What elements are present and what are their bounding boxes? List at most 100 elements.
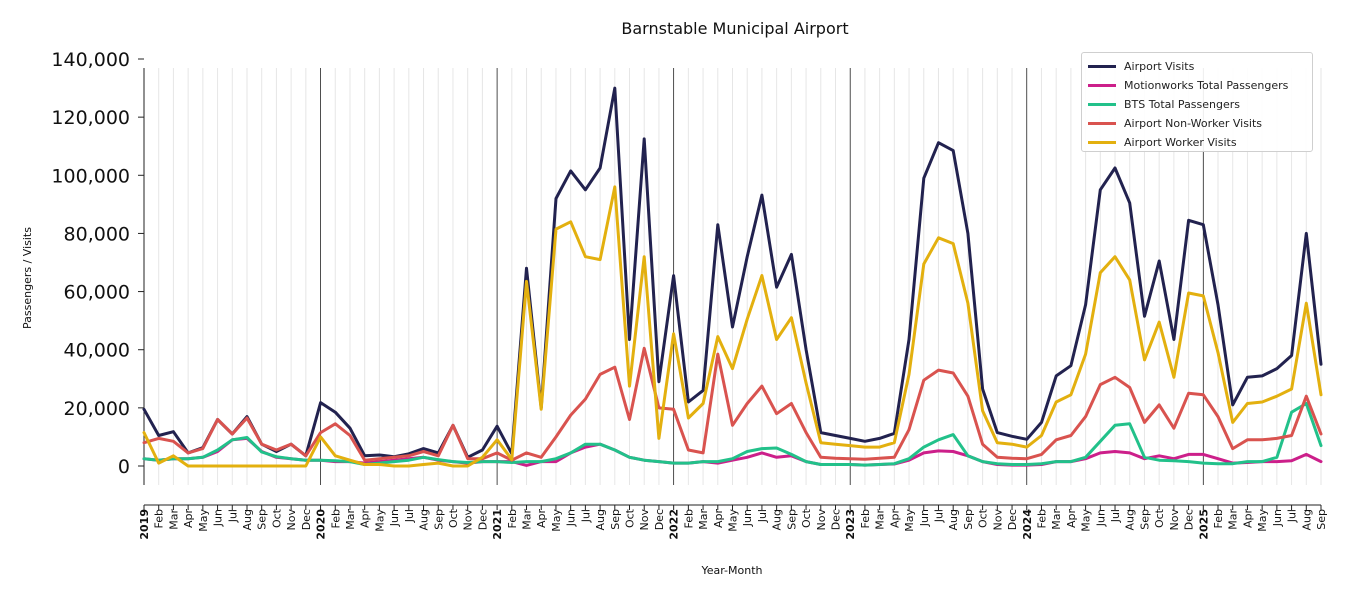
x-tick-label: Mar [344, 509, 357, 530]
x-tick-label: Feb [506, 509, 519, 528]
chart-title: Barnstable Municipal Airport [621, 19, 848, 38]
x-axis-label: Year-Month [700, 564, 762, 577]
legend-label: Motionworks Total Passengers [1124, 79, 1289, 92]
x-tick-label: Oct [977, 508, 990, 528]
y-axis-label: Passengers / Visits [21, 227, 34, 329]
x-tick-label: 2022 [668, 509, 681, 540]
x-tick-label: Jul [1286, 509, 1299, 523]
legend-swatch [1088, 65, 1116, 68]
x-tick-label: Jul [932, 509, 945, 523]
legend-item: Airport Visits [1088, 57, 1306, 76]
x-tick-label: 2020 [315, 509, 328, 540]
x-tick-label: 2019 [138, 509, 151, 540]
x-tick-label: 2024 [1021, 509, 1034, 540]
x-tick-label: Dec [1183, 509, 1196, 530]
x-tick-label: Mar [167, 509, 180, 530]
x-tick-label: Nov [991, 509, 1004, 531]
y-axis: 0 20,000 40,000 60,000 80,000 100,000 120,000 1… [51, 49, 145, 485]
legend-item: Motionworks Total Passengers [1088, 76, 1306, 95]
x-tick-label: Jun [565, 509, 578, 527]
legend: Airport Visits Motionworks Total Passenge… [1081, 52, 1313, 152]
x-tick-label: Jun [741, 509, 754, 527]
x-tick-label: Dec [829, 509, 842, 530]
x-tick-label: Sep [1315, 509, 1328, 530]
x-axis: 2019 Feb Mar Apr May Jun Jul Aug Sep Oct Nov Dec 202… [138, 504, 1328, 540]
x-tick-label: Aug [594, 509, 607, 530]
y-tick-label: 0 [118, 456, 130, 478]
x-tick-label: Apr [1241, 509, 1254, 529]
x-tick-label: Jun [1271, 509, 1284, 527]
y-tick-label: 40,000 [64, 340, 130, 362]
y-tick-label: 120,000 [51, 107, 130, 129]
x-tick-label: Apr [888, 509, 901, 529]
x-tick-label: May [1080, 509, 1093, 532]
x-tick-label: 2023 [844, 509, 857, 540]
legend-label: Airport Non-Worker Visits [1124, 117, 1263, 130]
x-tick-label: Nov [1168, 509, 1181, 531]
y-tick-label: 140,000 [51, 49, 130, 71]
x-tick-label: Aug [241, 509, 254, 530]
x-tick-label: May [197, 509, 210, 532]
x-tick-label: Jul [1109, 509, 1122, 523]
legend-swatch [1088, 141, 1116, 144]
x-tick-label: Feb [329, 509, 342, 528]
x-tick-label: Mar [874, 509, 887, 530]
legend-swatch [1088, 122, 1116, 125]
x-tick-label: May [727, 509, 740, 532]
x-tick-label: Jun [1094, 509, 1107, 527]
legend-swatch [1088, 84, 1116, 87]
x-tick-label: Sep [1138, 509, 1151, 530]
x-tick-label: Aug [771, 509, 784, 530]
x-tick-label: Aug [418, 509, 431, 530]
x-tick-label: Jul [756, 509, 769, 523]
x-tick-label: Mar [1050, 509, 1063, 530]
x-tick-label: Dec [1006, 509, 1019, 530]
x-tick-label: Jun [388, 509, 401, 527]
x-tick-label: Dec [300, 509, 313, 530]
x-tick-label: Oct [800, 508, 813, 528]
x-tick-label: Mar [697, 509, 710, 530]
x-tick-label: Jul [403, 509, 416, 523]
x-tick-label: Feb [1212, 509, 1225, 528]
x-tick-label: Mar [1227, 509, 1240, 530]
x-tick-label: Jun [918, 509, 931, 527]
x-tick-label: May [903, 509, 916, 532]
x-tick-label: Apr [359, 509, 372, 529]
x-tick-label: Oct [270, 508, 283, 528]
x-tick-label: Sep [256, 509, 269, 530]
legend-label: BTS Total Passengers [1124, 98, 1241, 111]
x-tick-label: Nov [815, 509, 828, 531]
x-tick-label: Nov [285, 509, 298, 531]
series-line-1 [142, 86, 1323, 459]
x-tick-label: Nov [462, 509, 475, 531]
x-tick-label: Apr [1065, 509, 1078, 529]
x-tick-label: Dec [476, 509, 489, 530]
x-tick-label: Aug [947, 509, 960, 530]
legend-item: Airport Worker Visits [1088, 133, 1306, 152]
x-tick-label: Aug [1300, 509, 1313, 530]
x-tick-label: Oct [624, 508, 637, 528]
x-tick-label: Mar [521, 509, 534, 530]
legend-item: BTS Total Passengers [1088, 95, 1306, 114]
series-line-5 [142, 185, 1323, 468]
x-tick-label: Apr [182, 509, 195, 529]
y-tick-label: 80,000 [64, 223, 130, 245]
x-tick-label: Nov [638, 509, 651, 531]
series-layer [142, 86, 1323, 468]
x-tick-label: Feb [859, 509, 872, 528]
x-tick-label: Sep [432, 509, 445, 530]
legend-label: Airport Visits [1124, 60, 1195, 73]
x-tick-label: Jul [579, 509, 592, 523]
series-line-4 [142, 346, 1323, 462]
y-tick-label: 60,000 [64, 282, 130, 304]
x-tick-label: 2025 [1197, 509, 1210, 540]
series-line-3 [142, 402, 1323, 467]
x-tick-label: Oct [447, 508, 460, 528]
x-tick-label: Sep [962, 509, 975, 530]
x-tick-label: May [550, 509, 563, 532]
x-tick-label: Jul [226, 509, 239, 523]
x-tick-label: Apr [712, 509, 725, 529]
x-tick-label: May [373, 509, 386, 532]
